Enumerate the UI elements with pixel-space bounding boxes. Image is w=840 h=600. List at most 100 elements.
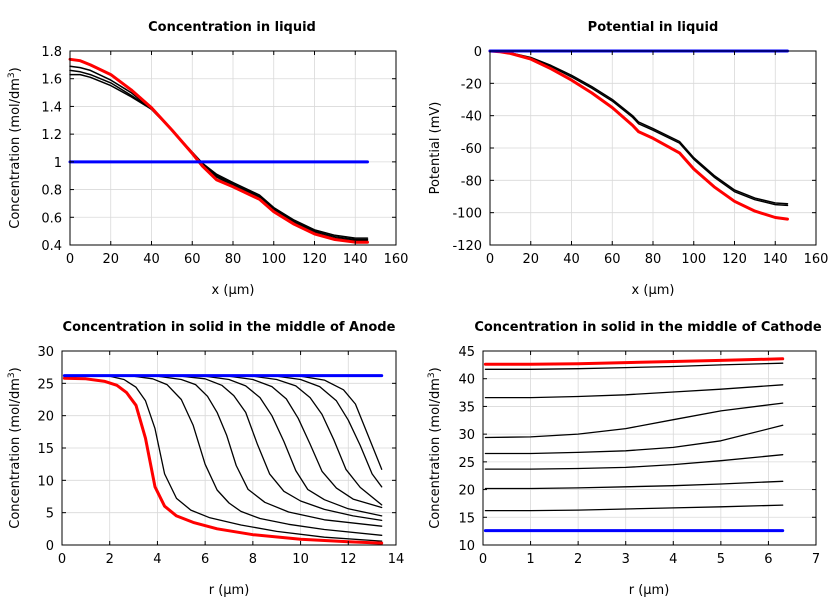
chart-title: Concentration in solid in the middle of … bbox=[63, 320, 396, 335]
y-tick-label: 1.8 bbox=[41, 45, 62, 60]
series-line bbox=[483, 357, 785, 366]
series-line bbox=[488, 49, 789, 221]
y-tick-label: 1.2 bbox=[41, 128, 62, 143]
x-axis-label: r (μm) bbox=[629, 583, 670, 598]
y-tick-label: 45 bbox=[458, 345, 475, 360]
series-line bbox=[69, 65, 369, 242]
x-tick-label: 1 bbox=[526, 552, 534, 567]
series-line bbox=[63, 374, 383, 522]
x-tick-label: 2 bbox=[574, 552, 582, 567]
x-tick-label: 80 bbox=[225, 252, 242, 267]
y-tick-label: 0 bbox=[474, 45, 482, 60]
x-tick-label: 120 bbox=[722, 252, 747, 267]
x-axis-label: r (μm) bbox=[209, 583, 250, 598]
y-tick-label: 1 bbox=[54, 156, 62, 171]
y-tick-label: -100 bbox=[452, 207, 482, 222]
series-line bbox=[484, 402, 784, 439]
y-tick-label: -120 bbox=[452, 239, 482, 254]
chart-title: Concentration in liquid bbox=[148, 20, 316, 35]
x-tick-label: 6 bbox=[764, 552, 772, 567]
series-line bbox=[484, 480, 784, 490]
panel-potential-in-liquid: Potential in liquid x (μm) Potential (mV… bbox=[428, 20, 828, 298]
x-tick-label: 4 bbox=[669, 552, 677, 567]
y-tick-label: 20 bbox=[458, 484, 475, 499]
x-tick-label: 6 bbox=[201, 552, 209, 567]
x-tick-label: 4 bbox=[153, 552, 161, 567]
y-tick-label: 5 bbox=[46, 507, 54, 522]
series-line bbox=[63, 374, 383, 536]
x-axis-label: x (μm) bbox=[212, 283, 255, 298]
x-tick-label: 8 bbox=[249, 552, 257, 567]
x-tick-label: 120 bbox=[302, 252, 327, 267]
x-tick-label: 140 bbox=[763, 252, 788, 267]
series-line bbox=[63, 374, 383, 506]
y-tick-label: 25 bbox=[37, 377, 54, 392]
plot-frame bbox=[482, 350, 817, 546]
x-tick-label: 0 bbox=[66, 252, 74, 267]
y-tick-label: -80 bbox=[461, 174, 482, 189]
x-tick-label: 12 bbox=[340, 552, 357, 567]
x-tick-label: 14 bbox=[388, 552, 405, 567]
x-tick-label: 0 bbox=[479, 552, 487, 567]
y-tick-label: -40 bbox=[461, 110, 482, 125]
y-axis-label: Potential (mV) bbox=[428, 102, 443, 195]
series-line bbox=[484, 424, 784, 455]
panel-anode-solid-concentration: Concentration in solid in the middle of … bbox=[7, 320, 404, 598]
x-tick-label: 60 bbox=[604, 252, 621, 267]
x-tick-label: 7 bbox=[812, 552, 820, 567]
series-line bbox=[68, 57, 369, 244]
y-tick-label: 30 bbox=[458, 428, 475, 443]
x-tick-label: 5 bbox=[717, 552, 725, 567]
y-tick-label: 10 bbox=[37, 474, 54, 489]
x-tick-label: 20 bbox=[102, 252, 119, 267]
panel-cathode-solid-concentration: Concentration in solid in the middle of … bbox=[427, 320, 822, 598]
x-tick-label: 3 bbox=[622, 552, 630, 567]
x-tick-label: 160 bbox=[804, 252, 829, 267]
y-tick-label: 15 bbox=[37, 442, 54, 457]
x-tick-label: 60 bbox=[184, 252, 201, 267]
series-line bbox=[69, 73, 369, 239]
x-tick-label: 40 bbox=[563, 252, 580, 267]
y-axis-label: Concentration (mol/dm3) bbox=[427, 367, 443, 529]
y-tick-label: 0 bbox=[46, 539, 54, 554]
y-tick-label: 1.6 bbox=[41, 73, 62, 88]
y-tick-label: 20 bbox=[37, 410, 54, 425]
series-line bbox=[484, 362, 784, 370]
chart-title: Concentration in solid in the middle of … bbox=[474, 320, 822, 335]
x-tick-label: 160 bbox=[384, 252, 409, 267]
y-tick-label: -60 bbox=[461, 142, 482, 157]
x-tick-label: 0 bbox=[58, 552, 66, 567]
y-axis-label: Concentration (mol/dm3) bbox=[7, 67, 23, 229]
y-tick-label: 0.4 bbox=[41, 239, 62, 254]
x-tick-label: 20 bbox=[522, 252, 539, 267]
series-line bbox=[63, 374, 383, 542]
x-tick-label: 40 bbox=[143, 252, 160, 267]
x-tick-label: 100 bbox=[681, 252, 706, 267]
y-tick-label: 0.8 bbox=[41, 184, 62, 199]
panel-concentration-in-liquid: Concentration in liquid x (μm) Concentra… bbox=[7, 20, 408, 298]
y-tick-label: 1.4 bbox=[41, 100, 62, 115]
x-axis-label: x (μm) bbox=[632, 283, 675, 298]
x-tick-label: 10 bbox=[292, 552, 309, 567]
series-line bbox=[484, 504, 784, 512]
series-line bbox=[63, 374, 383, 509]
x-tick-label: 140 bbox=[343, 252, 368, 267]
x-tick-label: 2 bbox=[106, 552, 114, 567]
x-tick-label: 80 bbox=[645, 252, 662, 267]
series-line bbox=[484, 384, 784, 399]
y-tick-label: 35 bbox=[458, 400, 475, 415]
y-tick-label: 0.6 bbox=[41, 211, 62, 226]
series-line bbox=[63, 374, 383, 517]
x-tick-label: 0 bbox=[486, 252, 494, 267]
series-line bbox=[489, 50, 789, 205]
series-line bbox=[62, 376, 384, 545]
y-tick-label: 25 bbox=[458, 456, 475, 471]
series-line bbox=[63, 374, 383, 527]
chart-title: Potential in liquid bbox=[588, 20, 719, 35]
y-tick-label: 10 bbox=[458, 539, 475, 554]
y-tick-label: 30 bbox=[37, 345, 54, 360]
series-line bbox=[63, 374, 383, 488]
y-axis-label: Concentration (mol/dm3) bbox=[7, 367, 23, 529]
y-tick-label: 40 bbox=[458, 373, 475, 388]
